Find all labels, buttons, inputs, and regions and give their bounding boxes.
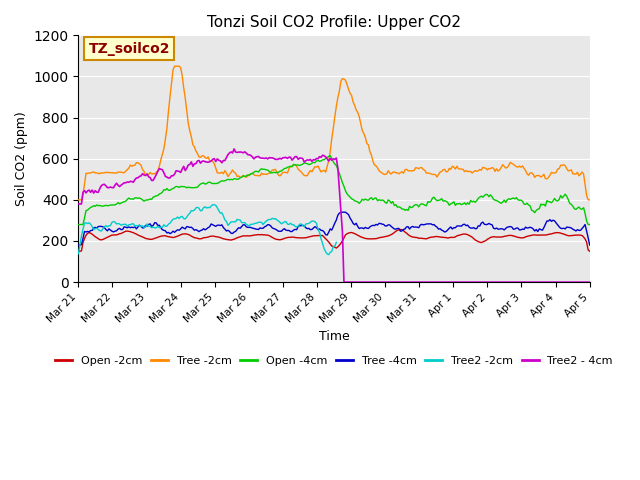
- Title: Tonzi Soil CO2 Profile: Upper CO2: Tonzi Soil CO2 Profile: Upper CO2: [207, 15, 461, 30]
- Y-axis label: Soil CO2 (ppm): Soil CO2 (ppm): [15, 111, 28, 206]
- Text: TZ_soilco2: TZ_soilco2: [88, 42, 170, 56]
- Legend: Open -2cm, Tree -2cm, Open -4cm, Tree -4cm, Tree2 -2cm, Tree2 - 4cm: Open -2cm, Tree -2cm, Open -4cm, Tree -4…: [51, 351, 618, 371]
- X-axis label: Time: Time: [319, 330, 349, 343]
